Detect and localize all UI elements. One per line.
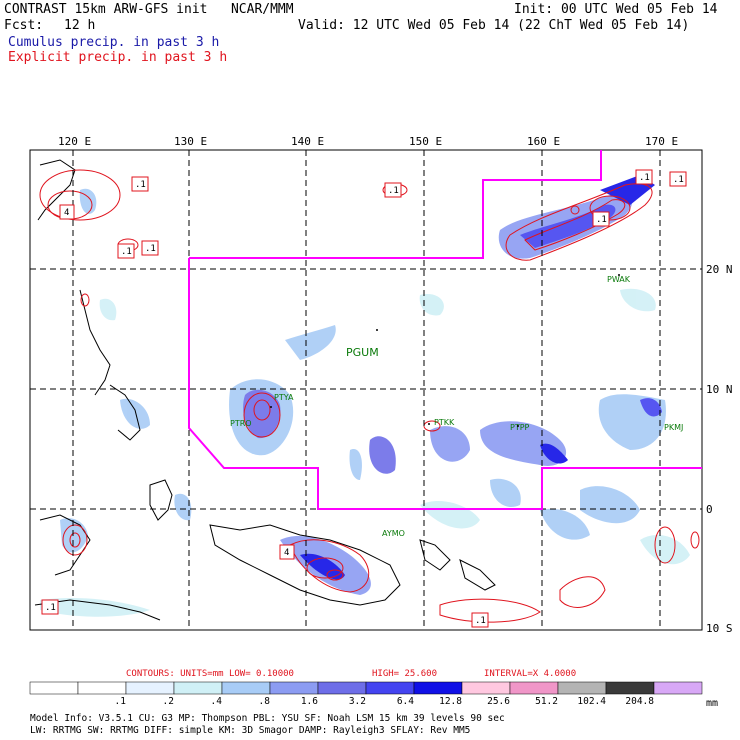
contour-label: .1 [145, 244, 156, 254]
contour-labels: .1 .1 .1 .1 .1 .1 .1 .1 4 4 .1 [41, 169, 687, 628]
station-label: PKMJ [664, 423, 683, 432]
lat-label: 10 S [706, 622, 733, 635]
colorbar-label: 51.2 [535, 696, 558, 707]
contours-interval: INTERVAL=X 4.0000 [484, 669, 576, 679]
lon-label: 150 E [409, 135, 442, 148]
colorbar-label: 102.4 [577, 696, 606, 707]
colorbar-swatch [125, 681, 175, 695]
colorbar-label: .1 [115, 696, 127, 707]
boundary-line [188, 150, 702, 510]
colorbar-label: 6.4 [397, 696, 414, 707]
station-label: PTPP [510, 423, 530, 432]
station-label: PWAK [607, 275, 631, 284]
colorbar-swatch [365, 681, 415, 695]
lon-label: 170 E [645, 135, 678, 148]
colorbar-label: 3.2 [349, 696, 366, 707]
init-time: Init: 00 UTC Wed 05 Feb 14 [514, 2, 718, 17]
contour-label: .1 [45, 603, 56, 613]
contour-label: 4 [284, 548, 289, 558]
station-label: AYMO [382, 529, 405, 538]
colorbar-label: .2 [163, 696, 174, 707]
station-label: PTYA [274, 393, 294, 402]
forecast-label: Fcst: [4, 18, 44, 33]
colorbar-swatch [509, 681, 559, 695]
colorbar-swatch [29, 681, 79, 695]
contour-label: .1 [475, 616, 486, 626]
axis-labels: 120 E 130 E 140 E 150 E 160 E 170 E 20 N… [58, 135, 733, 635]
contour-label: .1 [388, 186, 399, 196]
model-info-line2: LW: RRTMG SW: RRTMG DIFF: simple KM: 3D … [30, 725, 470, 736]
contours-high: HIGH= 25.600 [372, 669, 437, 679]
station-label: PTKK [434, 418, 455, 427]
colorbar-swatch [317, 681, 367, 695]
contour-label: .1 [639, 173, 650, 183]
colorbar-label: 204.8 [625, 696, 654, 707]
cumulus-precip-shading [40, 175, 690, 617]
model-info: Model Info: V3.5.1 CU: G3 MP: Thompson P… [30, 713, 505, 736]
colorbar-label: 25.6 [487, 696, 510, 707]
model-info-line1: Model Info: V3.5.1 CU: G3 MP: Thompson P… [30, 713, 505, 724]
colorbar-swatch [413, 681, 463, 695]
colorbar-label: 1.6 [301, 696, 318, 707]
lat-label: 0 [706, 503, 713, 516]
lon-label: 140 E [291, 135, 324, 148]
station-labels: PWAK PGUM PTYA PTRO PTKK PTPP PKMJ AYMO [230, 275, 683, 538]
colorbar-swatch [269, 681, 319, 695]
contours-info: CONTOURS: UNITS=mm LOW= 0.10000 HIGH= 25… [126, 669, 576, 679]
colorbar-swatch [221, 681, 271, 695]
contour-label: .1 [121, 247, 132, 257]
colorbar-label: .4 [211, 696, 223, 707]
contours-prefix: CONTOURS: UNITS=mm LOW= 0.10000 [126, 669, 294, 679]
plot-title: CONTRAST 15km ARW-GFS init NCAR/MMM [4, 2, 294, 17]
colorbar-unit: mm [706, 698, 718, 709]
station-dots [270, 274, 620, 427]
colorbar-swatch [461, 681, 511, 695]
colorbar-swatch [653, 681, 703, 695]
contour-label: .1 [596, 215, 607, 225]
lat-label: 10 N [706, 383, 733, 396]
cumulus-legend: Cumulus precip. in past 3 h [8, 35, 220, 50]
colorbar-swatch [605, 681, 655, 695]
forecast-hours: 12 h [64, 18, 96, 33]
colorbar-label: .8 [259, 696, 271, 707]
valid-time: Valid: 12 UTC Wed 05 Feb 14 (22 ChT Wed … [298, 18, 690, 33]
explicit-legend: Explicit precip. in past 3 h [8, 50, 228, 65]
contour-label: .1 [673, 175, 684, 185]
coastlines [34, 159, 496, 621]
lat-label: 20 N [706, 263, 733, 276]
colorbar-swatch [77, 681, 127, 695]
contour-label: 4 [64, 208, 69, 218]
lon-label: 120 E [58, 135, 91, 148]
colorbar-label: 12.8 [439, 696, 462, 707]
colorbar-swatch [173, 681, 223, 695]
lon-label: 160 E [527, 135, 560, 148]
colorbar-swatch [557, 681, 607, 695]
lon-label: 130 E [174, 135, 207, 148]
station-label: PTRO [230, 419, 252, 428]
colorbar: .1 .2 .4 .8 1.6 3.2 6.4 12.8 25.6 51.2 102.4 204.8 [29, 681, 703, 707]
contour-label: .1 [135, 180, 146, 190]
station-label: PGUM [346, 346, 379, 359]
